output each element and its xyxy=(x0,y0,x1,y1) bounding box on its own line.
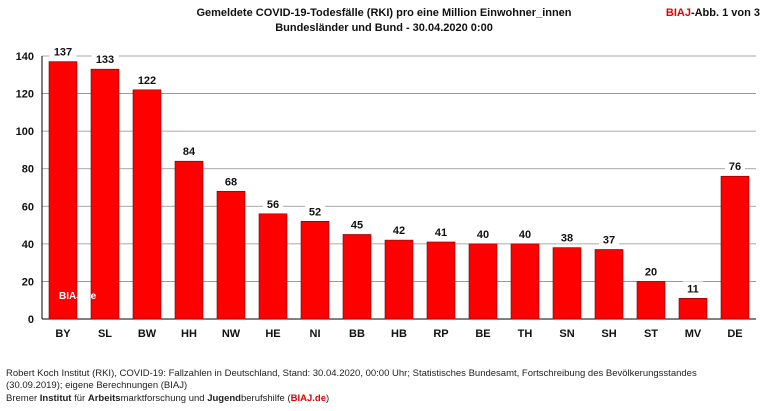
data-label: 137 xyxy=(54,47,72,59)
data-label-background xyxy=(515,226,535,240)
x-tick-label: ST xyxy=(644,328,658,340)
x-tick-label: NW xyxy=(222,328,241,340)
bar-hb xyxy=(384,239,414,320)
data-label-background xyxy=(91,52,119,66)
bar-th xyxy=(510,243,540,320)
data-label: 52 xyxy=(309,206,321,218)
data-label-background xyxy=(389,223,409,237)
y-tick-label: 20 xyxy=(22,276,34,288)
data-label: 40 xyxy=(477,229,489,241)
data-label: 20 xyxy=(645,266,657,278)
data-label: 133 xyxy=(96,54,114,66)
x-tick-label: HB xyxy=(391,328,407,340)
data-label-background xyxy=(683,281,703,295)
y-tick-label: 60 xyxy=(22,201,34,213)
x-tick-label: BW xyxy=(138,328,157,340)
credit-link: BIAJ.de xyxy=(290,393,326,404)
x-tick-label: SN xyxy=(559,328,574,340)
credit-text: Institut xyxy=(39,393,72,404)
bar-by xyxy=(48,61,78,320)
bar-mv xyxy=(678,298,708,320)
source-line-1: Robert Koch Institut (RKI), COVID-19: Fa… xyxy=(6,368,697,379)
credit-text: Jugend xyxy=(207,393,241,404)
data-label-background xyxy=(49,44,77,58)
bar-de xyxy=(720,175,750,320)
data-label-background xyxy=(557,230,577,244)
chart-subtitle: Bundesländer und Bund - 30.04.2020 0:00 xyxy=(275,22,493,34)
credit-text: Arbeits xyxy=(87,393,121,404)
credit-text: marktforschung und xyxy=(120,393,208,404)
data-label: 56 xyxy=(267,199,279,211)
x-tick-label: HH xyxy=(181,328,197,340)
bar-bb xyxy=(342,234,372,320)
data-label: 68 xyxy=(225,176,237,188)
data-label-background xyxy=(599,232,619,246)
bar-sn xyxy=(552,247,582,320)
x-tick-label: RP xyxy=(433,328,448,340)
data-label-background xyxy=(305,204,325,218)
data-label-background xyxy=(725,159,745,173)
badge-brand: BIAJ xyxy=(665,7,691,19)
x-tick-label: TH xyxy=(518,328,533,340)
data-label-background xyxy=(263,196,283,210)
x-tick-label: NI xyxy=(310,328,321,340)
y-tick-label: 140 xyxy=(16,51,34,63)
x-tick-label: HE xyxy=(265,328,280,340)
x-tick-label: BE xyxy=(475,328,490,340)
bar-be xyxy=(468,243,498,320)
institute-credit: Bremer Institut für Arbeitsmarktforschun… xyxy=(6,393,329,405)
y-tick-label: 0 xyxy=(28,314,34,326)
x-tick-label: SH xyxy=(601,328,616,340)
x-tick-label: MV xyxy=(685,328,702,340)
data-label-background xyxy=(179,144,199,158)
data-label-background xyxy=(221,174,241,188)
bar-ni xyxy=(300,221,330,320)
bar-he xyxy=(258,213,288,320)
bars xyxy=(48,61,750,320)
x-tick-label: SL xyxy=(98,328,112,340)
data-label: 40 xyxy=(519,229,531,241)
y-tick-label: 120 xyxy=(16,89,34,101)
y-axis: 0 20 40 60 80 100 120 140 xyxy=(16,51,43,326)
bar-bw xyxy=(132,89,162,320)
y-tick-label: 100 xyxy=(16,126,34,138)
data-label: 41 xyxy=(435,227,447,239)
x-axis-labels: BY SL BW HH NW HE NI BB HB RP BE TH SN SH ST MV DE xyxy=(55,328,742,340)
data-label-background xyxy=(431,224,451,238)
x-tick-label: BY xyxy=(55,328,71,340)
chart-title: Gemeldete COVID-19-Todesfälle (RKI) pro … xyxy=(196,7,572,19)
data-label: 42 xyxy=(393,225,405,237)
data-label-background xyxy=(473,226,493,240)
data-label: 122 xyxy=(138,75,156,87)
figure-badge: BIAJ-Abb. 1 von 3 xyxy=(666,7,760,20)
data-labels: 137 133 122 84 68 56 52 45 42 41 40 40 38 37 20 11 76 xyxy=(49,44,745,295)
bar-rp xyxy=(426,241,456,320)
bar-sl xyxy=(90,68,120,320)
data-label-background xyxy=(347,217,367,231)
bar-sh xyxy=(594,249,624,320)
data-label-background xyxy=(641,264,661,278)
credit-text: Bremer xyxy=(6,393,40,404)
badge-label: -Abb. 1 von 3 xyxy=(690,7,760,19)
data-label: 84 xyxy=(183,146,196,158)
credit-text: ) xyxy=(325,393,330,404)
data-label: 37 xyxy=(603,234,615,246)
bar-st xyxy=(636,281,666,320)
source-line-2: (30.09.2019); eigene Berechnungen (BIAJ) xyxy=(6,380,188,391)
data-label-background xyxy=(133,72,161,86)
data-label: 11 xyxy=(687,283,699,295)
data-label: 76 xyxy=(729,161,741,173)
bar-hh xyxy=(174,160,204,320)
bar-chart: 0 20 40 60 80 100 120 140 137 133 122 84 68 56 52 45 42… xyxy=(16,44,756,340)
credit-text: für xyxy=(71,393,88,404)
data-label: 45 xyxy=(351,219,363,231)
x-tick-label: BB xyxy=(349,328,365,340)
chart-logo: BIAJ.de xyxy=(59,291,97,302)
bar-nw xyxy=(216,190,246,320)
x-tick-label: DE xyxy=(727,328,742,340)
credit-text: berufshilfe ( xyxy=(240,393,291,404)
data-label: 38 xyxy=(561,233,573,245)
y-tick-label: 40 xyxy=(22,239,34,251)
y-tick-label: 80 xyxy=(22,164,34,176)
